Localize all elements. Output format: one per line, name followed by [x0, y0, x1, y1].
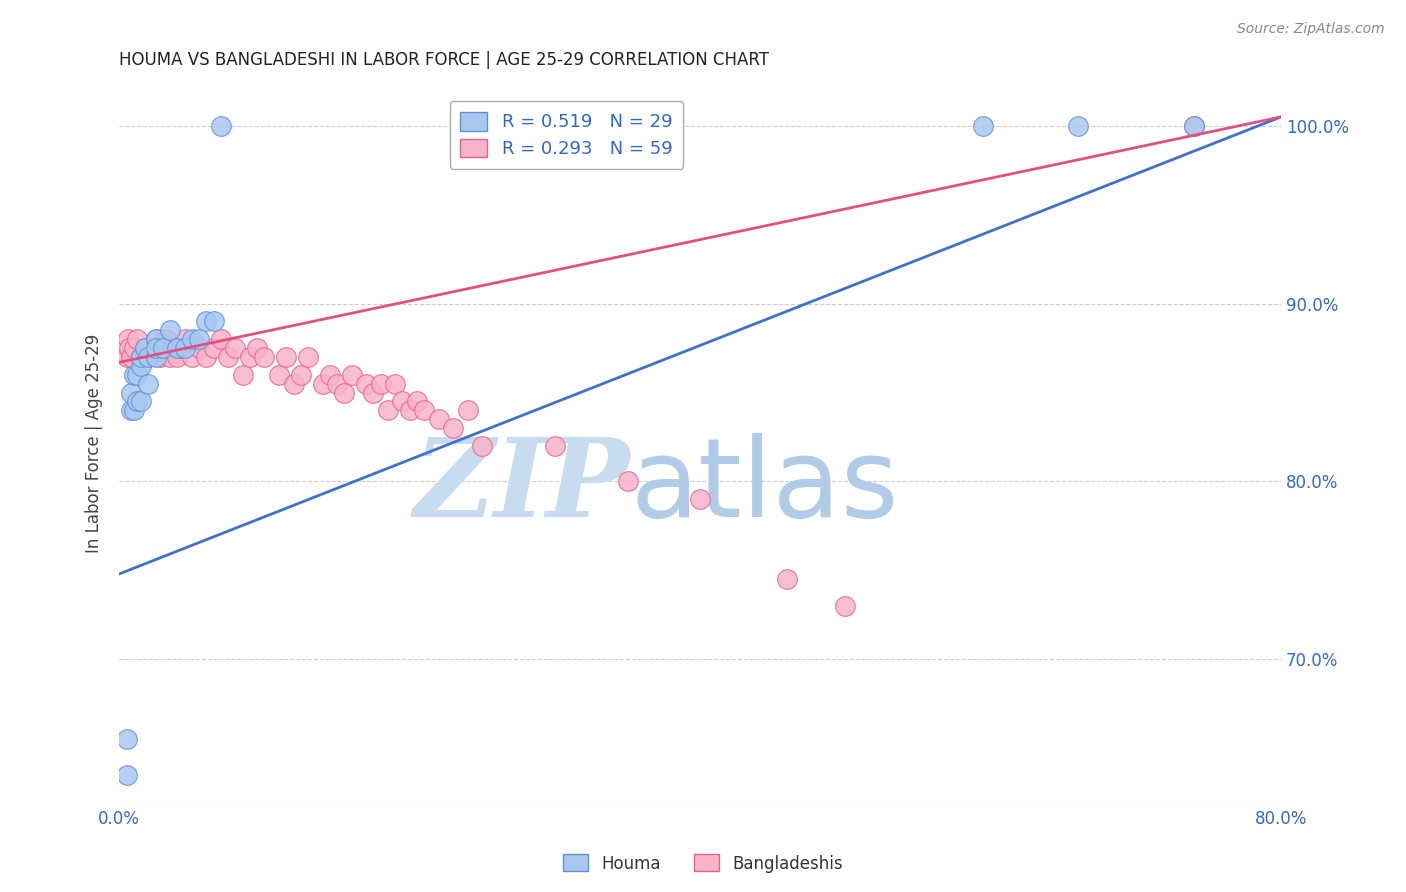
Point [471, 439, 494, 453]
Point [136, 350, 159, 364]
Point [122, 341, 145, 355]
Y-axis label: In Labor Force | Age 25-29: In Labor Force | Age 25-29 [86, 334, 103, 553]
Point [145, 332, 167, 346]
Point [115, 768, 138, 782]
Point [145, 341, 167, 355]
Point [180, 332, 202, 346]
Point [290, 368, 312, 382]
Point [173, 341, 195, 355]
Point [166, 350, 188, 364]
Point [1182, 119, 1205, 133]
Point [834, 599, 856, 613]
Point [311, 376, 333, 391]
Point [246, 341, 269, 355]
Point [120, 385, 142, 400]
Point [209, 332, 232, 346]
Point [326, 376, 349, 391]
Point [152, 341, 174, 355]
Point [120, 403, 142, 417]
Point [129, 359, 152, 373]
Legend: Houma, Bangladeshis: Houma, Bangladeshis [557, 847, 849, 880]
Point [163, 341, 186, 355]
Point [297, 350, 319, 364]
Point [136, 376, 159, 391]
Point [224, 341, 246, 355]
Point [136, 350, 159, 364]
Point [145, 332, 167, 346]
Point [120, 350, 142, 364]
Point [122, 368, 145, 382]
Point [776, 572, 799, 586]
Point [370, 376, 392, 391]
Point [253, 350, 276, 364]
Point [159, 323, 181, 337]
Point [406, 394, 429, 409]
Point [122, 403, 145, 417]
Point [413, 403, 436, 417]
Point [377, 403, 399, 417]
Point [188, 341, 211, 355]
Point [149, 350, 172, 364]
Point [217, 350, 239, 364]
Point [457, 403, 479, 417]
Point [125, 394, 148, 409]
Point [354, 376, 377, 391]
Point [180, 350, 202, 364]
Point [166, 341, 188, 355]
Point [276, 350, 298, 364]
Point [689, 492, 711, 507]
Text: atlas: atlas [630, 434, 898, 541]
Point [159, 350, 181, 364]
Point [427, 412, 450, 426]
Point [115, 350, 138, 364]
Point [544, 439, 567, 453]
Point [340, 368, 363, 382]
Point [129, 350, 152, 364]
Point [115, 732, 138, 747]
Legend: R = 0.519   N = 29, R = 0.293   N = 59: R = 0.519 N = 29, R = 0.293 N = 59 [450, 101, 683, 169]
Point [616, 475, 638, 489]
Point [209, 119, 232, 133]
Point [384, 376, 406, 391]
Point [202, 314, 225, 328]
Point [145, 350, 167, 364]
Point [188, 332, 211, 346]
Point [118, 341, 141, 355]
Point [125, 332, 148, 346]
Point [202, 341, 225, 355]
Point [195, 350, 218, 364]
Point [391, 394, 413, 409]
Point [267, 368, 290, 382]
Point [1066, 119, 1088, 133]
Point [972, 119, 994, 133]
Point [283, 376, 305, 391]
Point [173, 332, 195, 346]
Point [145, 341, 167, 355]
Point [117, 332, 139, 346]
Point [125, 368, 148, 382]
Point [152, 341, 174, 355]
Point [195, 314, 218, 328]
Point [129, 350, 152, 364]
Point [441, 421, 464, 435]
Point [134, 341, 156, 355]
Point [155, 332, 177, 346]
Text: Source: ZipAtlas.com: Source: ZipAtlas.com [1237, 22, 1385, 37]
Point [239, 350, 262, 364]
Point [363, 385, 385, 400]
Point [134, 341, 156, 355]
Point [319, 368, 342, 382]
Point [129, 394, 152, 409]
Point [333, 385, 356, 400]
Text: HOUMA VS BANGLADESHI IN LABOR FORCE | AGE 25-29 CORRELATION CHART: HOUMA VS BANGLADESHI IN LABOR FORCE | AG… [120, 51, 769, 69]
Point [232, 368, 254, 382]
Text: ZIP: ZIP [413, 433, 630, 541]
Point [1182, 119, 1205, 133]
Point [398, 403, 420, 417]
Point [169, 341, 191, 355]
